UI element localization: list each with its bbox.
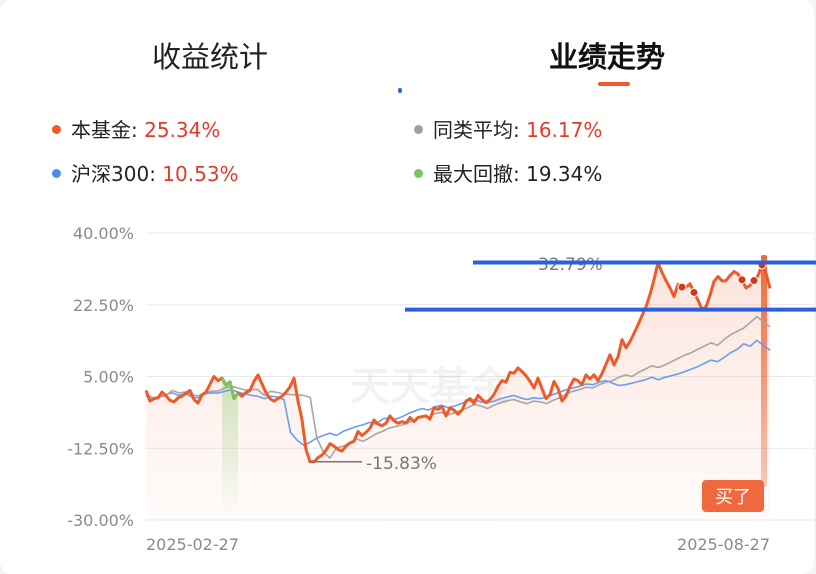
series-line-fund [144, 261, 772, 464]
buy-marker-bar [761, 255, 767, 487]
tab-return-stats[interactable]: 收益统计 [152, 40, 269, 74]
buy-badge-label: 买了 [715, 487, 751, 508]
x-tick-label-end: 2025-08-27 [677, 535, 770, 554]
legend-label: 最大回撤 [433, 162, 513, 186]
legend-dot-icon [414, 125, 423, 134]
legend-fund: 本基金: 25.34% [52, 114, 220, 143]
fund-area-fill [146, 262, 770, 520]
buy-badge [702, 480, 764, 512]
drawdown-line [220, 377, 240, 401]
legend-value: 16.17% [526, 118, 603, 142]
legend-value: 19.34% [526, 162, 603, 186]
legend-peer-average: 同类平均: 16.17% [414, 114, 602, 143]
legend-csi300: 沪深300: 10.53% [52, 158, 239, 187]
legend-dot-icon [414, 169, 423, 178]
trade-marker-dot [737, 275, 747, 285]
x-tick-label-start: 2025-02-27 [146, 535, 239, 554]
min-annotation-label: -15.83% [366, 454, 437, 474]
legend-label: 同类平均 [433, 118, 513, 142]
series-line-csi300 [145, 339, 771, 447]
legend-dot-icon [52, 125, 61, 134]
tab-performance-trend[interactable]: 业绩走势 [549, 40, 666, 74]
max-annotation-label: 32.79% [538, 255, 603, 275]
trade-marker-dot [749, 276, 759, 286]
drawdown-area-fill [222, 378, 238, 520]
trade-marker-dot [689, 287, 699, 297]
y-tick-label: -12.50% [67, 439, 134, 458]
y-tick-label: 22.50% [73, 296, 134, 315]
legend-value: 25.34% [144, 118, 221, 142]
y-tick-label: 40.00% [73, 224, 134, 243]
trade-marker-dot [677, 282, 687, 292]
legend-value: 10.53% [162, 162, 239, 186]
legend-dot-icon [52, 169, 61, 178]
legend-label: 沪深300 [71, 162, 150, 186]
legend-max-drawdown: 最大回撤: 19.34% [414, 158, 602, 187]
active-tab-indicator [598, 82, 630, 86]
legend-label: 本基金 [71, 118, 131, 142]
tab-dot-marker [398, 88, 402, 93]
y-tick-label: -30.00% [67, 511, 134, 530]
y-tick-label: 5.00% [83, 368, 134, 387]
